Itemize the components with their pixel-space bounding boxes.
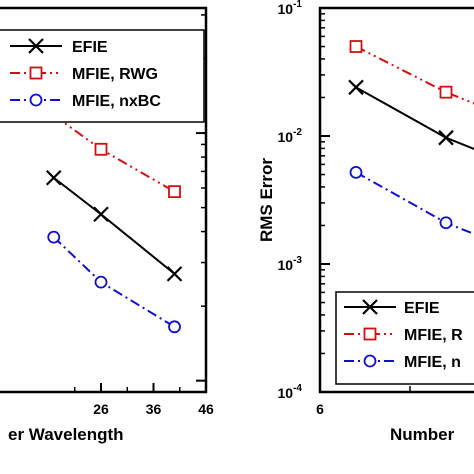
right-y-tick-label: 10-2 [278,127,303,145]
left-legend-label: MFIE, nxBC [72,93,161,110]
left-legend-marker [29,66,43,80]
right-x-tick-labels: 6 [316,401,324,417]
right-x-axis-label: Number [390,425,455,444]
left-series-line [53,176,176,275]
left-legend: EFIE MFIE, RWG MFIE, nxBC [0,29,205,123]
left-legend-label: MFIE, RWG [72,66,158,83]
right-chart-panel: 10-1 10-2 10-3 10-4 6 RMS Error Number EFIE… [257,0,474,444]
right-data-point [439,216,453,230]
left-data-point [47,230,61,244]
left-x-tick-labels: 26 36 46 [93,401,214,417]
right-y-tick-label: 10-4 [278,383,303,401]
left-chart-panel: 26 36 46 er Wavelength EFIE MFIE, RWG MFIE, … [0,6,214,444]
left-legend-marker [28,38,44,54]
left-legend-marker [29,93,43,107]
left-data-point [168,320,181,334]
right-legend-marker [363,354,377,368]
left-x-tick-label: 46 [198,401,214,417]
right-legend-label: MFIE, n [404,354,461,371]
right-legend: EFIE MFIE, R MFIE, n [335,291,474,385]
left-series-line [53,236,176,328]
right-data-point [348,79,364,96]
right-data-point [439,85,453,99]
right-y-tick-label: 10-1 [278,0,303,17]
left-data-point [166,266,183,282]
right-data-point [349,40,363,53]
left-data-point [45,169,62,186]
left-data-point [93,206,109,223]
right-y-axis-label: RMS Error [257,158,276,242]
right-data-point [438,129,454,146]
right-legend-label: MFIE, R [404,327,463,344]
right-series-line [355,171,474,236]
left-series-line [53,114,175,193]
left-legend-label: EFIE [72,39,108,56]
right-plot-frame [318,6,474,394]
right-axis-ticks [320,7,411,393]
right-series-line [355,45,474,105]
left-x-tick-label: 26 [93,401,109,417]
left-data-point [94,275,108,289]
right-data-point [349,165,363,179]
right-legend-marker [363,327,377,341]
right-legend-label: EFIE [404,300,440,317]
right-legend-marker [362,299,378,315]
left-series-group [45,108,183,334]
left-x-tick-label: 36 [146,401,162,417]
right-y-tick-labels: 10-1 10-2 10-3 10-4 [278,0,303,401]
right-y-tick-label: 10-3 [278,255,303,273]
left-data-point [94,142,108,156]
right-x-tick-label: 6 [316,401,324,417]
left-data-point [168,185,181,199]
right-series-group [348,40,474,236]
left-x-axis-label: er Wavelength [8,425,124,444]
